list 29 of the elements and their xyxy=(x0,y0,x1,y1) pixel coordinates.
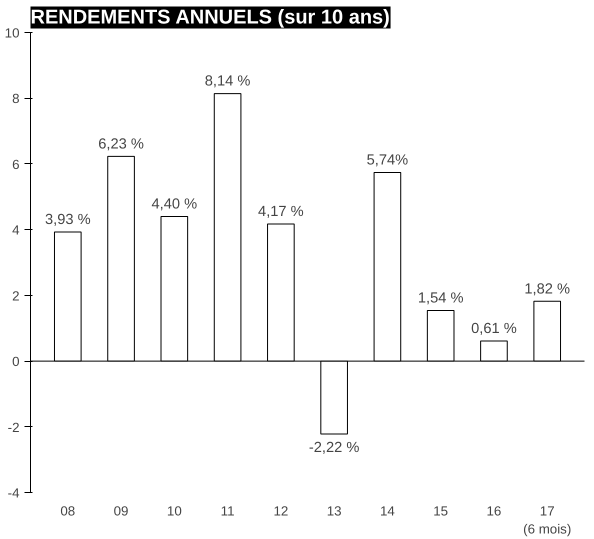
data-label: 3,93 % xyxy=(44,212,91,228)
data-label: -2,22 % xyxy=(308,440,360,456)
x-tick-label: 16 xyxy=(486,504,502,518)
y-tick-label: -2 xyxy=(8,420,20,435)
data-label: 4,17 % xyxy=(258,204,304,220)
x-tick-label: 08 xyxy=(60,504,76,518)
x-tick-label: 10 xyxy=(166,504,182,518)
data-label: 0,61 % xyxy=(471,321,517,338)
x-tick-label: 11 xyxy=(220,504,235,518)
x-tick-label: 15 xyxy=(433,504,448,518)
data-label: 5,74% xyxy=(366,152,408,168)
x-tick-label: 14 xyxy=(380,504,396,518)
data-label: 4,40 % xyxy=(152,196,198,212)
chart-title: RENDEMENTS ANNUELS (sur 10 ans) xyxy=(30,6,390,28)
y-tick-label: -4 xyxy=(8,486,20,500)
y-tick-label: 8 xyxy=(12,91,20,106)
y-tick-label: 4 xyxy=(12,222,20,238)
x-tick-label: 12 xyxy=(273,504,288,518)
y-tick-label: 10 xyxy=(4,26,20,40)
data-label: 6,23 % xyxy=(98,136,144,152)
y-tick-label: 2 xyxy=(12,288,20,304)
data-label: 1,82 % xyxy=(524,281,570,298)
data-label: 1,54 % xyxy=(418,290,464,306)
data-label: 8,14 % xyxy=(204,74,250,90)
y-tick-label: 0 xyxy=(12,354,20,370)
x-tick-label: 17 (6 mois) xyxy=(523,504,572,536)
x-tick-label: 13 xyxy=(326,504,342,518)
x-tick-label: 09 xyxy=(114,504,128,518)
y-tick-label: 6 xyxy=(12,156,20,172)
